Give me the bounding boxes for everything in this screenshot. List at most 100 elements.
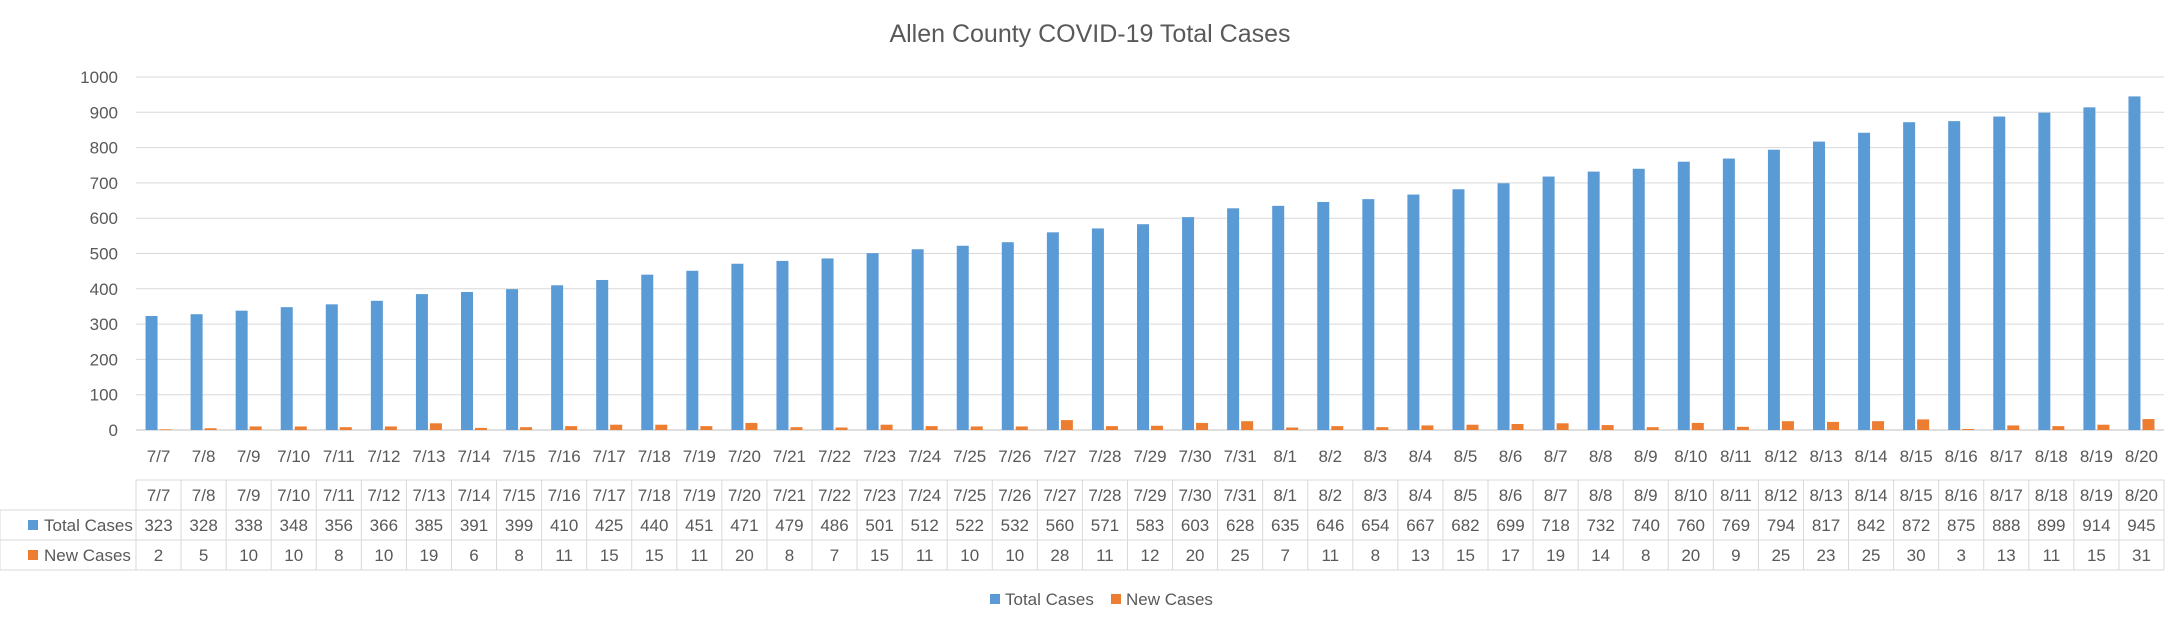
table-cell: 15 (870, 546, 889, 565)
bar-total-cases (415, 294, 428, 430)
bar-new-cases (520, 427, 533, 430)
bar-total-cases (1272, 205, 1285, 430)
table-cell: 732 (1586, 516, 1614, 535)
bar-total-cases (1948, 121, 1961, 430)
x-tick-label: 7/25 (953, 447, 986, 466)
bar-total-cases (1542, 176, 1555, 430)
bar-total-cases (1813, 141, 1825, 430)
table-header-cell: 7/18 (638, 486, 671, 505)
bar-new-cases (1827, 421, 1839, 430)
table-header-cell: 8/8 (1589, 486, 1613, 505)
table-cell: 8 (785, 546, 794, 565)
y-tick-label: 1000 (80, 68, 118, 87)
table-cell: 11 (2043, 546, 2061, 565)
table-cell: 654 (1361, 516, 1389, 535)
bar-total-cases (2083, 107, 2096, 430)
table-cell: 667 (1406, 516, 1434, 535)
table-cell: 425 (595, 516, 623, 535)
bar-total-cases (1587, 171, 1600, 430)
bar-total-cases (506, 289, 519, 430)
x-tick-label: 8/10 (1674, 447, 1707, 466)
table-cell: 760 (1677, 516, 1705, 535)
bar-total-cases (190, 314, 203, 430)
bar-new-cases (2097, 424, 2110, 430)
x-tick-label: 7/17 (593, 447, 626, 466)
table-cell: 391 (460, 516, 488, 535)
table-cell: 13 (1997, 546, 2016, 565)
x-tick-label: 8/14 (1855, 447, 1888, 466)
y-tick-label: 400 (90, 280, 118, 299)
bar-total-cases (641, 274, 654, 430)
bar-total-cases (461, 291, 473, 430)
y-tick-label: 300 (90, 315, 118, 334)
bar-new-cases (204, 428, 217, 430)
table-cell: 328 (189, 516, 217, 535)
table-cell: 8 (1641, 546, 1650, 565)
table-header-cell: 7/31 (1224, 486, 1257, 505)
bar-total-cases (1407, 194, 1420, 430)
bar-total-cases (1091, 228, 1104, 430)
table-header-cell: 8/11 (1720, 486, 1752, 505)
table-header-cell: 7/15 (503, 486, 536, 505)
table-cell: 20 (735, 546, 754, 565)
table-cell: 25 (1771, 546, 1790, 565)
table-cell: 19 (419, 546, 438, 565)
bar-new-cases (294, 426, 307, 430)
bar-total-cases (1858, 132, 1871, 431)
bar-total-cases (551, 285, 564, 430)
bar-total-cases (280, 307, 293, 430)
table-header-cell: 7/13 (412, 486, 445, 505)
table-cell: 8 (1371, 546, 1380, 565)
table-row-label: Total Cases (44, 516, 133, 535)
bar-new-cases (925, 426, 938, 430)
legend: Total Cases New Cases (990, 590, 1213, 609)
table-cell: 486 (820, 516, 848, 535)
table-cell: 25 (1231, 546, 1250, 565)
table-cell: 10 (284, 546, 303, 565)
y-tick-label: 600 (90, 209, 118, 228)
x-tick-label: 7/23 (863, 447, 896, 466)
bar-new-cases (1421, 425, 1434, 430)
bar-new-cases (1556, 423, 1569, 430)
table-cell: 945 (2127, 516, 2155, 535)
bar-total-cases (2038, 112, 2051, 430)
bar-total-cases (596, 279, 609, 430)
x-tick-label: 7/7 (147, 447, 171, 466)
table-header-cell: 7/8 (192, 486, 216, 505)
table-cell: 560 (1046, 516, 1074, 535)
table-cell: 440 (640, 516, 668, 535)
table-header-cell: 7/29 (1133, 486, 1166, 505)
table-header-cell: 8/14 (1855, 486, 1888, 505)
table-cell: 348 (280, 516, 308, 535)
table-cell: 794 (1767, 516, 1795, 535)
table-header-cell: 8/13 (1809, 486, 1842, 505)
bar-total-cases (1182, 217, 1195, 430)
table-cell: 10 (1005, 546, 1024, 565)
bar-total-cases (1046, 232, 1059, 430)
table-cell: 410 (550, 516, 578, 535)
bar-total-cases (1452, 189, 1465, 430)
table-cell: 15 (1456, 546, 1475, 565)
table-cell: 399 (505, 516, 533, 535)
table-cell: 875 (1947, 516, 1975, 535)
x-tick-label: 8/5 (1454, 447, 1478, 466)
x-tick-label: 8/7 (1544, 447, 1568, 466)
bar-new-cases (745, 422, 758, 430)
bar-total-cases (686, 270, 699, 430)
table-header-cell: 7/10 (277, 486, 310, 505)
bar-new-cases (1872, 421, 1885, 430)
bar-new-cases (1736, 426, 1749, 430)
table-cell: 532 (1001, 516, 1029, 535)
bar-new-cases (384, 426, 397, 430)
x-tick-label: 7/12 (367, 447, 400, 466)
bar-total-cases (911, 249, 924, 430)
table-cell: 385 (415, 516, 443, 535)
x-tick-label: 7/29 (1133, 447, 1166, 466)
table-cell: 501 (865, 516, 893, 535)
x-tick-label: 7/14 (457, 447, 490, 466)
x-tick-label: 8/9 (1634, 447, 1658, 466)
bar-new-cases (1691, 422, 1704, 430)
table-header-cell: 7/7 (147, 486, 171, 505)
x-tick-label: 7/20 (728, 447, 761, 466)
bar-new-cases (475, 427, 487, 430)
